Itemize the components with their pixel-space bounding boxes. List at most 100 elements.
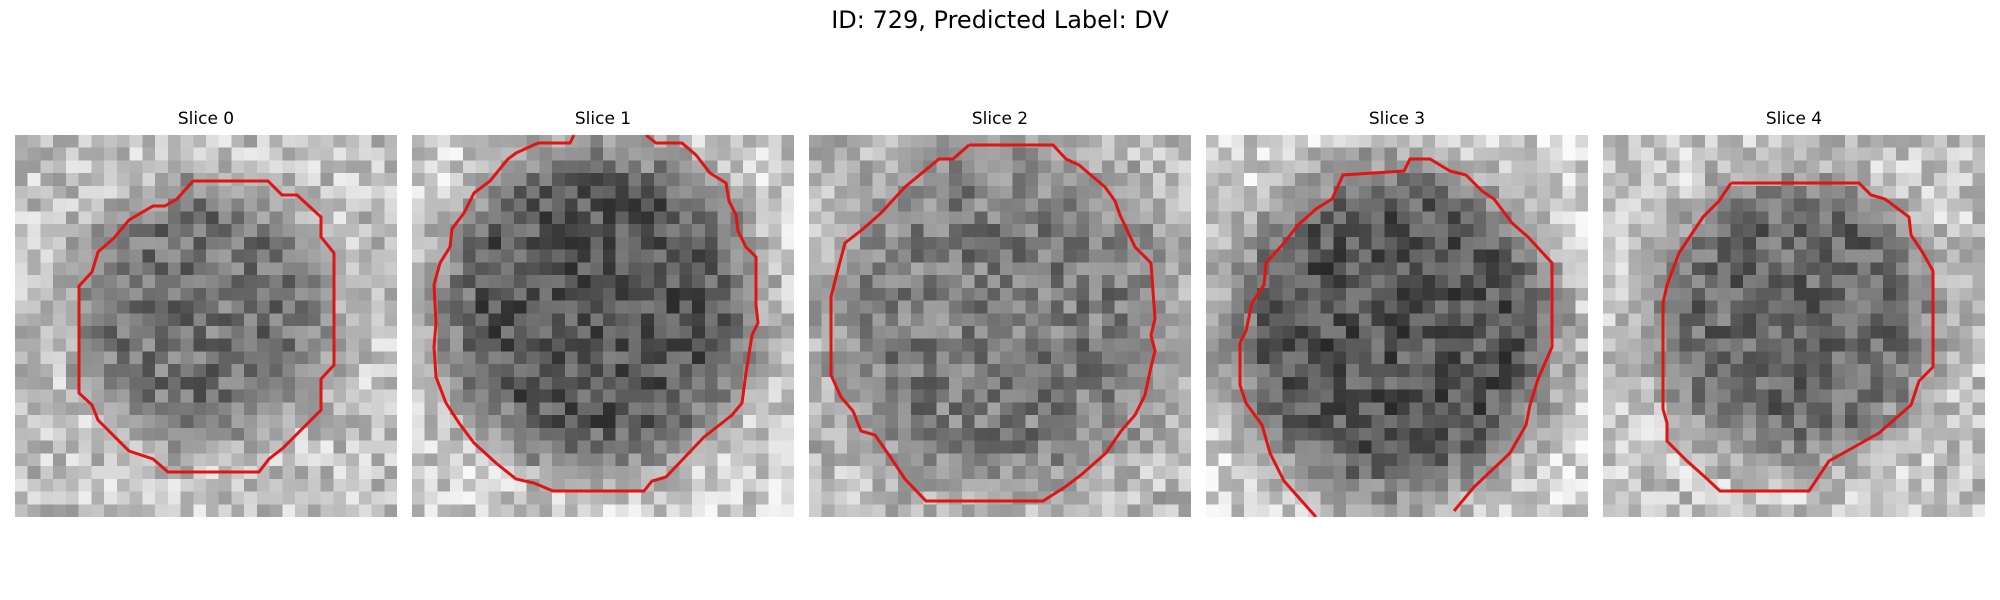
image-pixel xyxy=(987,199,1000,212)
image-pixel xyxy=(628,441,641,454)
image-pixel xyxy=(1486,275,1499,288)
image-pixel xyxy=(1832,262,1845,275)
image-pixel xyxy=(1282,160,1295,173)
image-pixel xyxy=(987,250,1000,263)
image-pixel xyxy=(1934,479,1947,492)
image-pixel xyxy=(1807,313,1820,326)
image-pixel xyxy=(514,377,527,390)
image-pixel xyxy=(1845,428,1858,441)
image-pixel xyxy=(1524,326,1537,339)
image-pixel xyxy=(1244,466,1257,479)
image-pixel xyxy=(1422,250,1435,263)
image-pixel xyxy=(1934,504,1947,517)
image-pixel xyxy=(898,415,911,428)
image-pixel xyxy=(1769,492,1782,505)
image-pixel xyxy=(924,504,937,517)
image-pixel xyxy=(1076,377,1089,390)
image-pixel xyxy=(346,199,359,212)
image-pixel xyxy=(1231,364,1244,377)
image-pixel xyxy=(628,211,641,224)
image-pixel xyxy=(1705,453,1718,466)
image-pixel xyxy=(1628,173,1641,186)
image-pixel xyxy=(781,415,794,428)
image-pixel xyxy=(181,351,194,364)
image-pixel xyxy=(346,479,359,492)
image-pixel xyxy=(860,364,873,377)
image-pixel xyxy=(718,160,731,173)
image-pixel xyxy=(527,173,540,186)
image-pixel xyxy=(257,301,270,314)
image-pixel xyxy=(476,160,489,173)
image-pixel xyxy=(1972,275,1985,288)
image-pixel xyxy=(1127,160,1140,173)
image-pixel xyxy=(898,313,911,326)
image-pixel xyxy=(911,224,924,237)
image-pixel xyxy=(1473,492,1486,505)
image-pixel xyxy=(206,186,219,199)
image-pixel xyxy=(450,173,463,186)
image-pixel xyxy=(1473,250,1486,263)
image-pixel xyxy=(667,173,680,186)
image-pixel xyxy=(578,377,591,390)
image-pixel xyxy=(1486,211,1499,224)
image-pixel xyxy=(1473,428,1486,441)
image-pixel xyxy=(769,301,782,314)
image-pixel xyxy=(730,364,743,377)
image-pixel xyxy=(1499,492,1512,505)
image-pixel xyxy=(1359,415,1372,428)
image-pixel xyxy=(321,211,334,224)
image-pixel xyxy=(1461,402,1474,415)
image-pixel xyxy=(679,415,692,428)
image-pixel xyxy=(450,288,463,301)
image-pixel xyxy=(1537,326,1550,339)
image-pixel xyxy=(1308,441,1321,454)
image-pixel xyxy=(1372,250,1385,263)
image-pixel xyxy=(193,301,206,314)
image-pixel xyxy=(1870,224,1883,237)
image-pixel xyxy=(847,504,860,517)
image-pixel xyxy=(1206,135,1219,148)
image-pixel xyxy=(1616,466,1629,479)
image-pixel xyxy=(1960,492,1973,505)
image-pixel xyxy=(1000,402,1013,415)
image-pixel xyxy=(873,326,886,339)
image-pixel xyxy=(28,466,41,479)
image-pixel xyxy=(962,326,975,339)
image-pixel xyxy=(552,492,565,505)
image-pixel xyxy=(1705,492,1718,505)
image-pixel xyxy=(822,148,835,161)
image-pixel xyxy=(1628,441,1641,454)
image-pixel xyxy=(1654,390,1667,403)
image-pixel xyxy=(911,428,924,441)
image-pixel xyxy=(104,441,117,454)
image-pixel xyxy=(155,250,168,263)
image-pixel xyxy=(450,377,463,390)
image-pixel xyxy=(936,173,949,186)
image-pixel xyxy=(1372,453,1385,466)
image-pixel xyxy=(359,224,372,237)
image-pixel xyxy=(1628,148,1641,161)
image-pixel xyxy=(15,313,28,326)
image-pixel xyxy=(244,199,257,212)
image-pixel xyxy=(1730,364,1743,377)
image-pixel xyxy=(1410,504,1423,517)
image-pixel xyxy=(1870,275,1883,288)
image-pixel xyxy=(193,250,206,263)
image-pixel xyxy=(1115,148,1128,161)
image-pixel xyxy=(1616,301,1629,314)
image-pixel xyxy=(117,275,130,288)
image-pixel xyxy=(679,428,692,441)
image-pixel xyxy=(743,135,756,148)
image-pixel xyxy=(488,479,501,492)
image-pixel xyxy=(975,479,988,492)
image-pixel xyxy=(1845,275,1858,288)
image-pixel xyxy=(539,428,552,441)
image-pixel xyxy=(975,428,988,441)
image-pixel xyxy=(936,390,949,403)
image-pixel xyxy=(1257,466,1270,479)
image-pixel xyxy=(1257,173,1270,186)
image-pixel xyxy=(1153,390,1166,403)
image-pixel xyxy=(244,441,257,454)
image-pixel xyxy=(603,377,616,390)
image-pixel xyxy=(603,288,616,301)
